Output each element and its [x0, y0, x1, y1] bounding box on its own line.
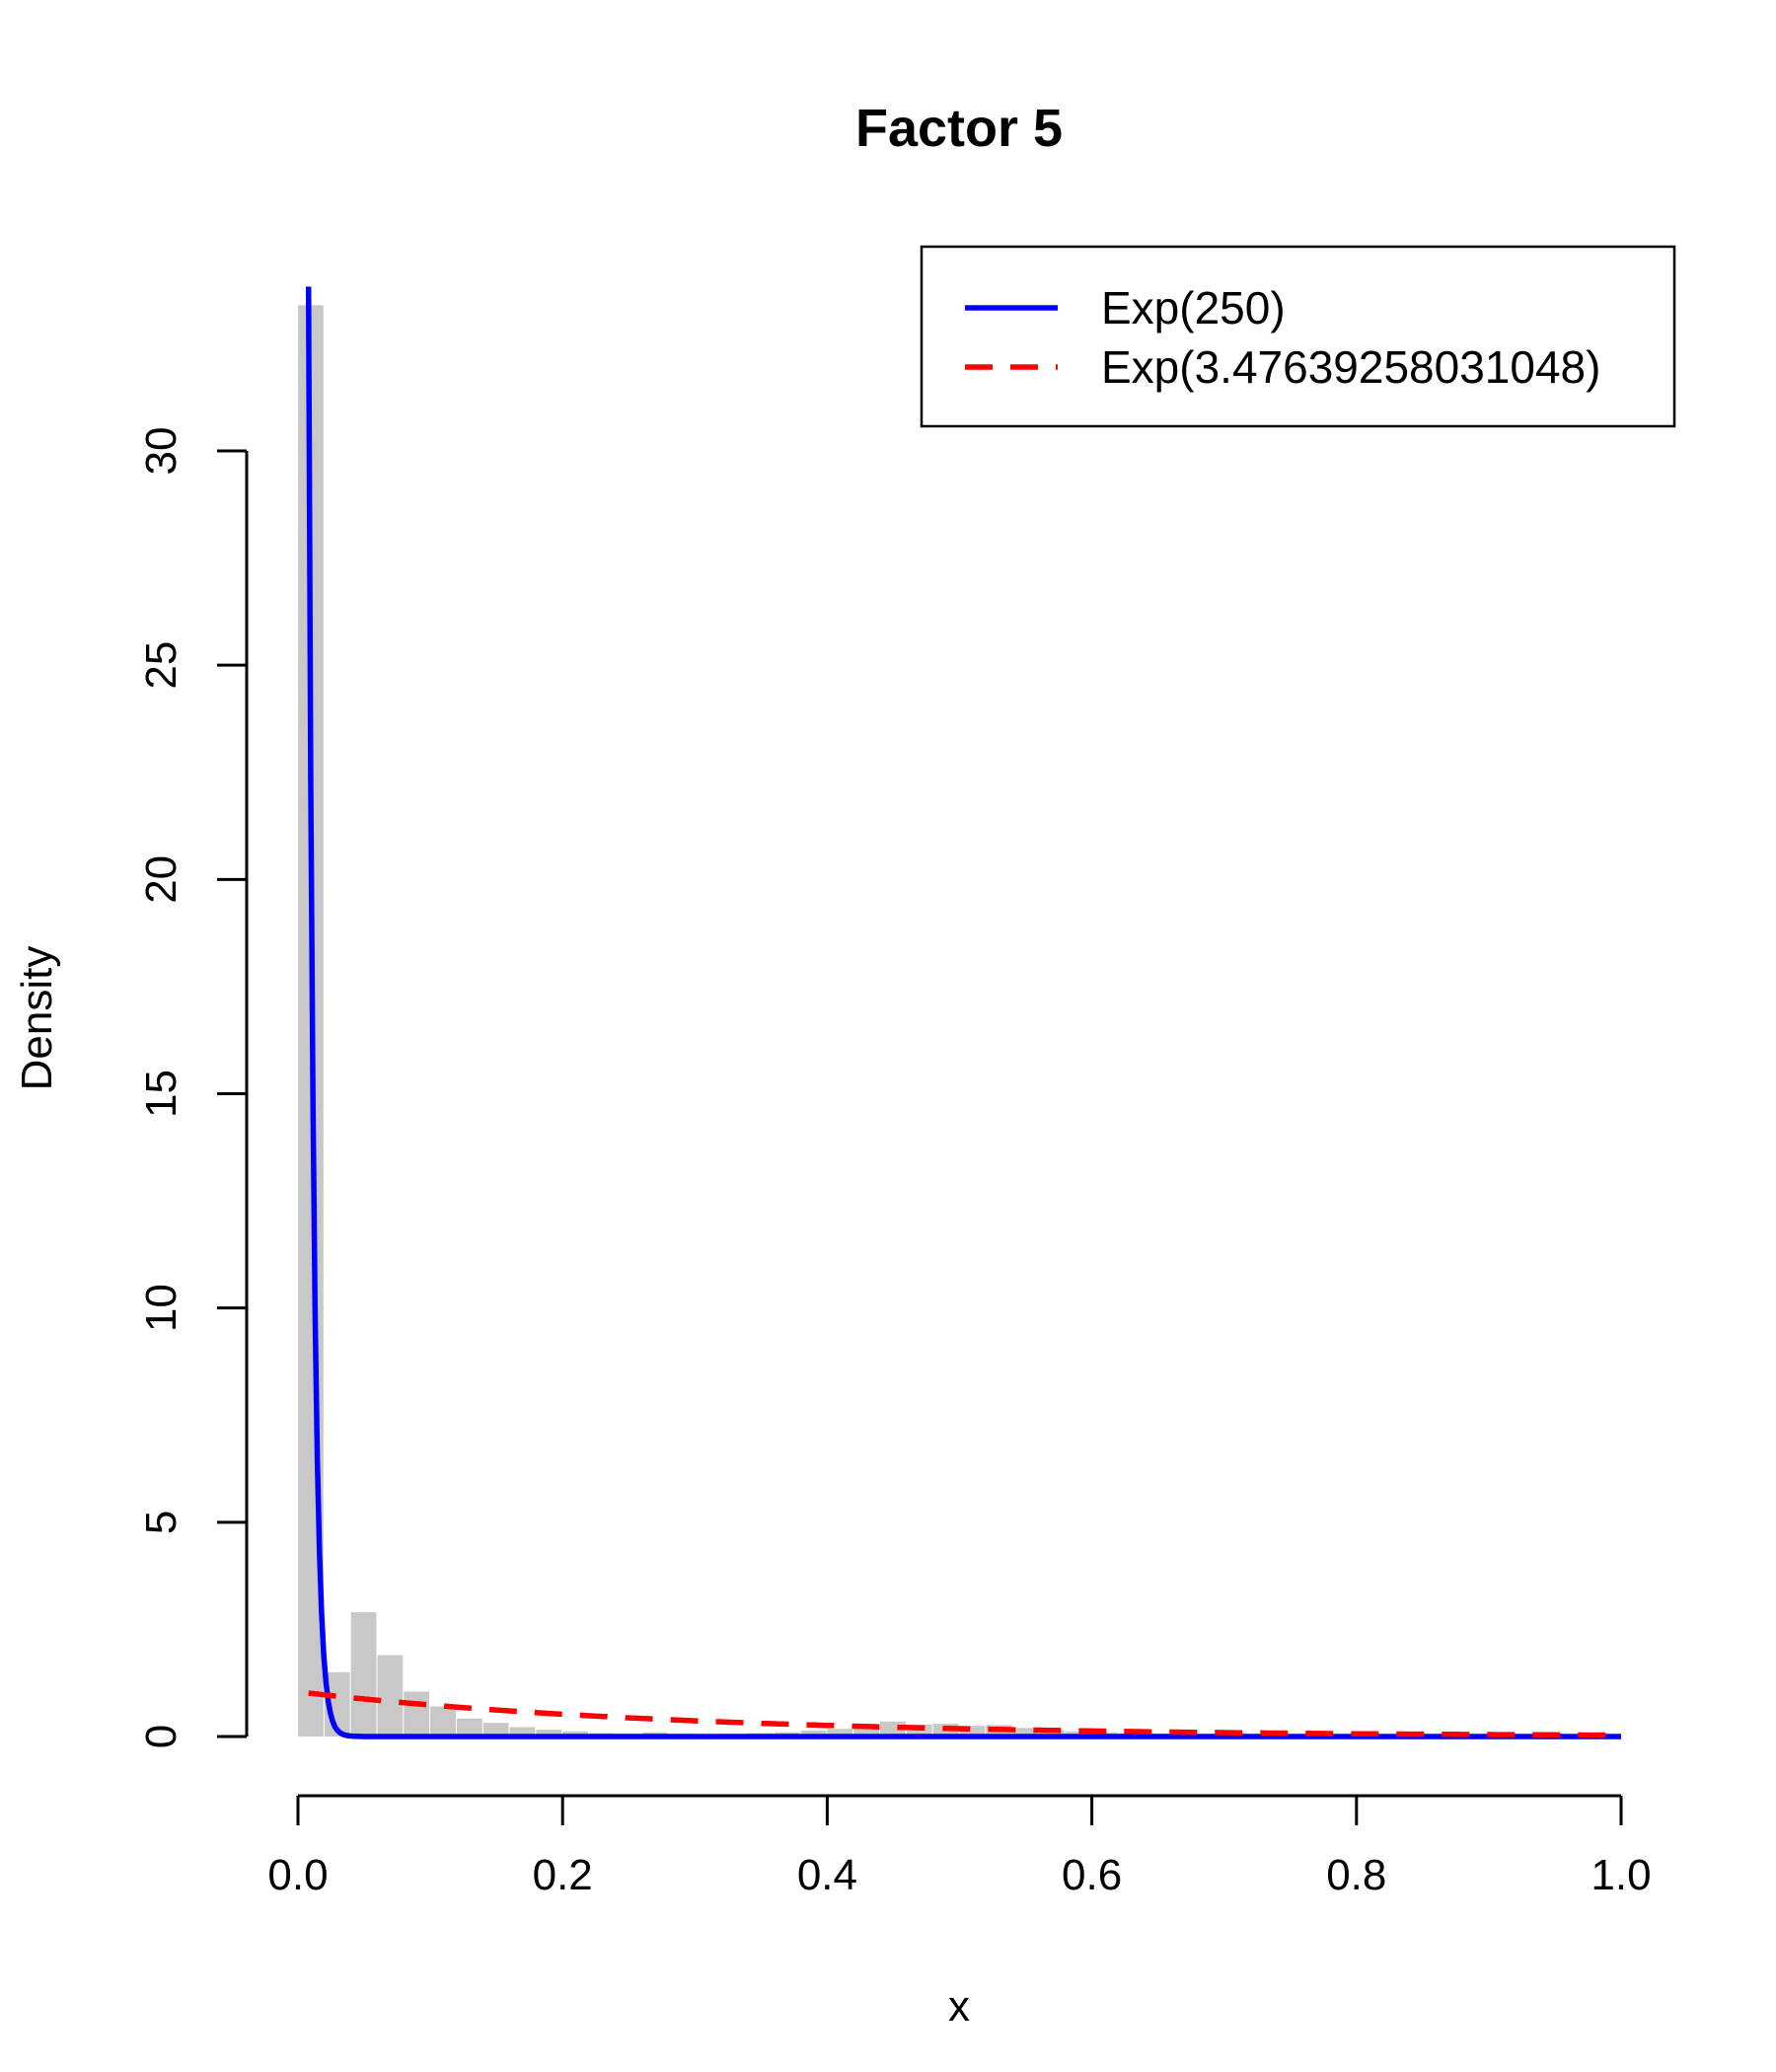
x-tick-label-1: 0.2 — [533, 1851, 593, 1899]
x-axis-label: x — [948, 1982, 970, 2031]
chart-title: Factor 5 — [855, 99, 1063, 158]
y-tick-label-0: 0 — [137, 1725, 185, 1748]
histogram-bar-21 — [853, 1727, 880, 1737]
histogram-bar-19 — [800, 1730, 827, 1737]
y-tick-label-3: 15 — [137, 1070, 185, 1118]
x-tick-label-5: 1.0 — [1591, 1851, 1651, 1899]
y-tick-label-6: 30 — [137, 427, 185, 476]
x-tick-label-2: 0.4 — [797, 1851, 857, 1899]
x-tick-label-3: 0.6 — [1062, 1851, 1122, 1899]
y-tick-label-4: 20 — [137, 855, 185, 904]
histogram-bar-25 — [959, 1726, 986, 1737]
histogram-bar-2 — [350, 1612, 377, 1737]
histogram-bar-6 — [456, 1718, 482, 1737]
y-tick-label-1: 5 — [137, 1511, 185, 1534]
histogram-bar-27 — [1012, 1728, 1038, 1737]
y-axis: 0 5 10 15 20 25 30 — [137, 427, 249, 1748]
y-axis-label: Density — [13, 946, 61, 1091]
x-tick-label-4: 0.8 — [1326, 1851, 1386, 1899]
histogram-bar-20 — [827, 1729, 853, 1737]
histogram-bar-28 — [1038, 1730, 1065, 1737]
y-tick-label-2: 10 — [137, 1284, 185, 1332]
y-tick-label-5: 25 — [137, 641, 185, 690]
legend-box — [920, 245, 1676, 428]
histogram-bar-7 — [482, 1723, 509, 1737]
histogram-bar-4 — [404, 1691, 430, 1737]
legend: Exp(250) Exp(3.47639258031048) — [920, 245, 1676, 428]
legend-label-exp-250: Exp(250) — [1101, 282, 1286, 333]
histogram-bar-9 — [536, 1730, 562, 1737]
legend-label-exp-3-476: Exp(3.47639258031048) — [1101, 341, 1600, 393]
x-tick-label-0: 0.0 — [267, 1851, 328, 1899]
x-axis: 0.0 0.2 0.4 0.6 0.8 1.0 — [267, 1794, 1652, 1899]
histogram-bar-3 — [377, 1655, 404, 1737]
histogram-bar-8 — [509, 1727, 536, 1737]
series-line-1 — [308, 1690, 1621, 1739]
density-lines — [305, 286, 1621, 1739]
histogram-bar-5 — [430, 1706, 456, 1737]
